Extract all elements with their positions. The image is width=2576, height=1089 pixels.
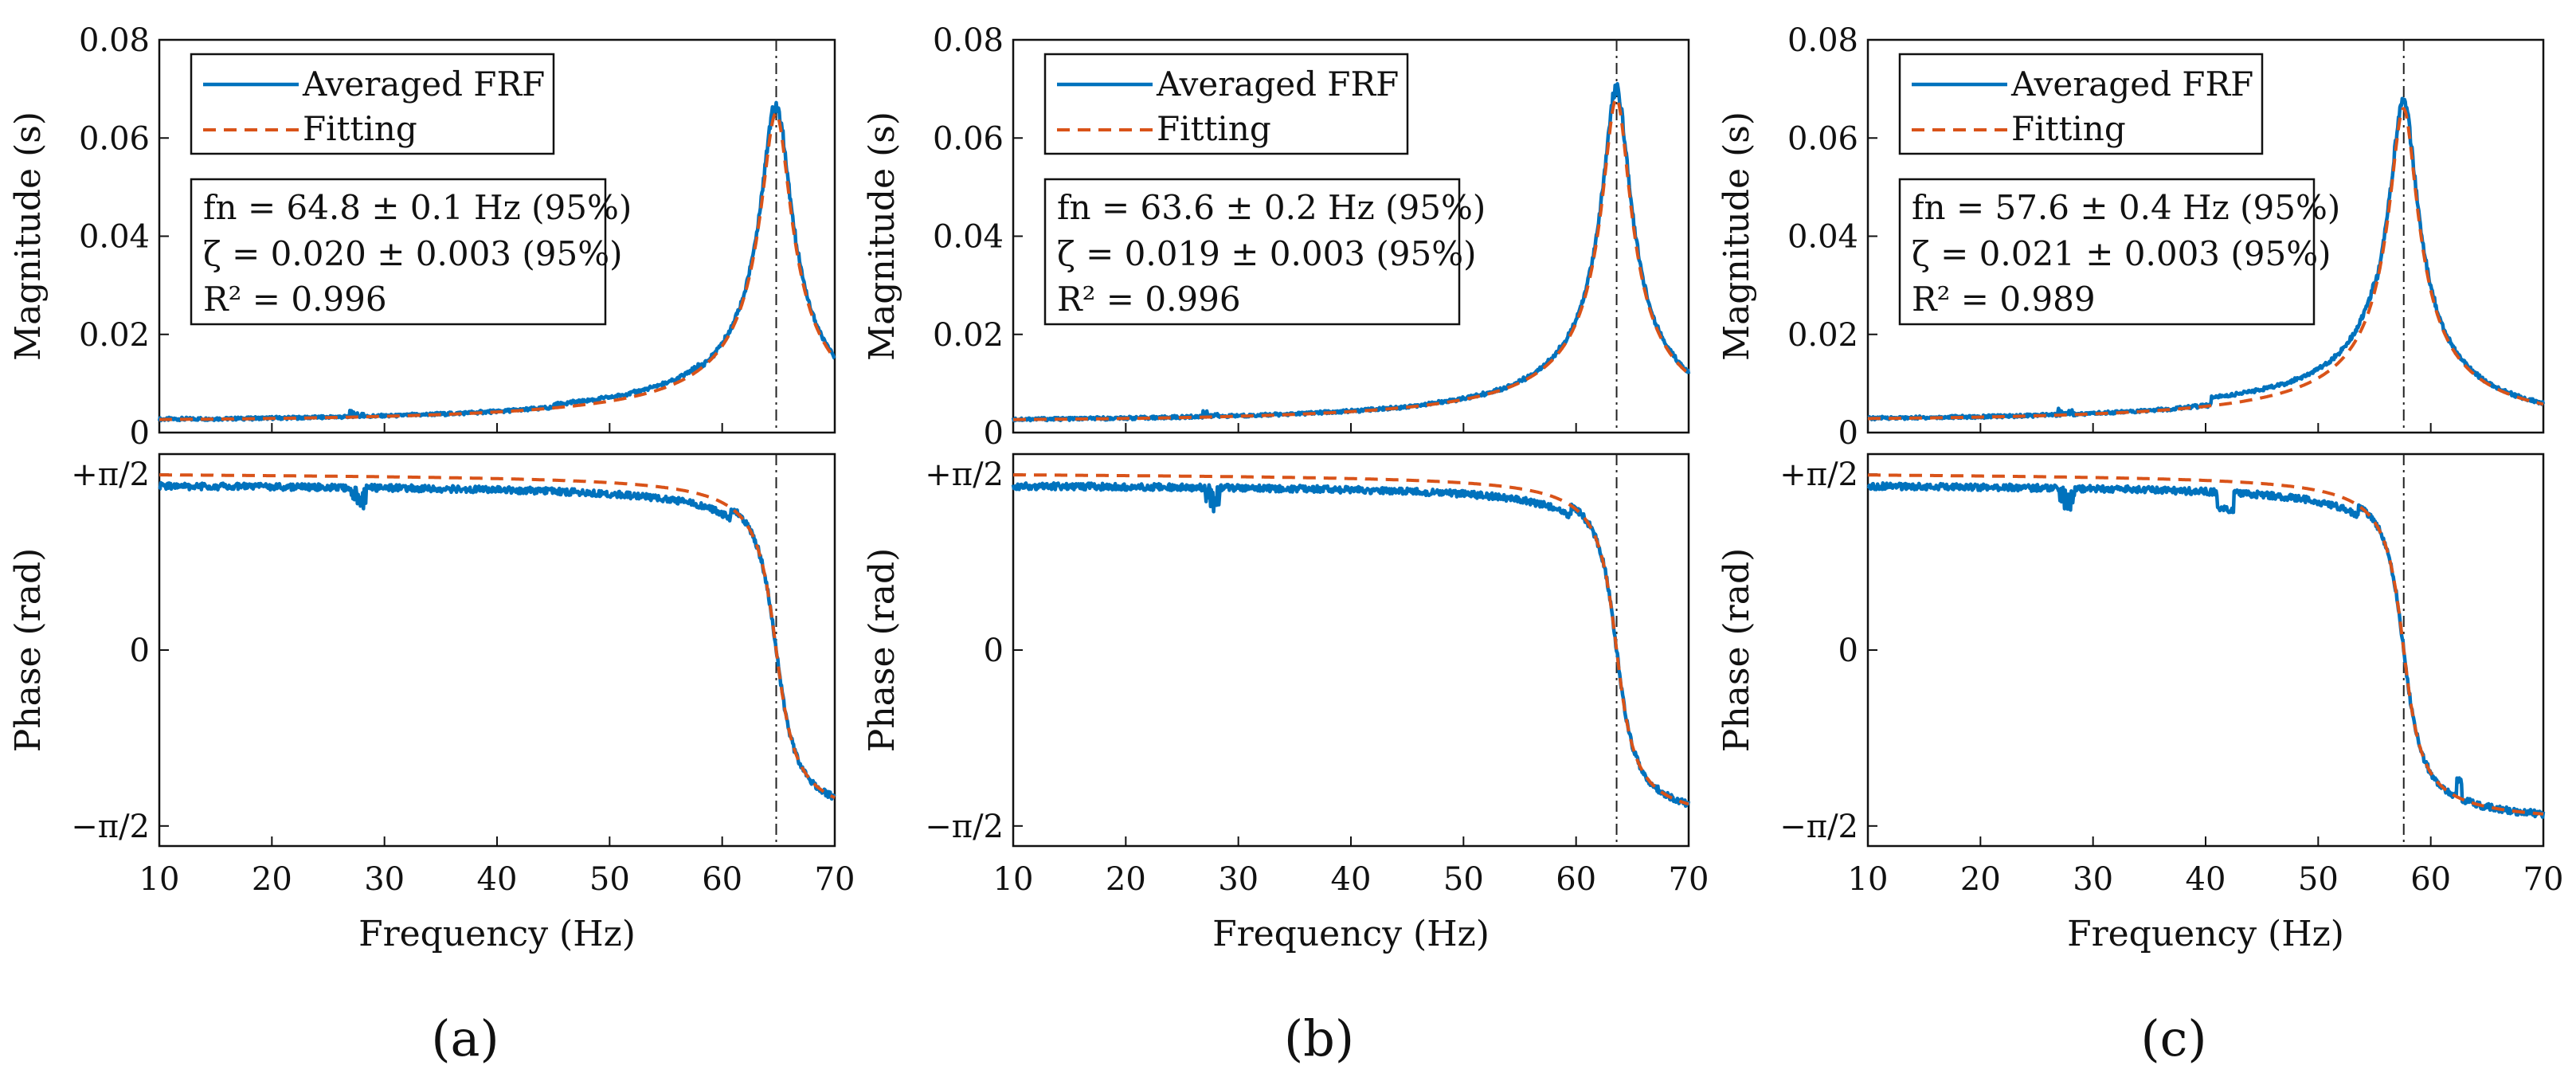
magnitude-ylabel: Magnitude (s) bbox=[8, 112, 49, 361]
phase-tick-label: 0 bbox=[130, 633, 150, 669]
x-tick-label: 70 bbox=[815, 861, 855, 898]
x-tick-label: 10 bbox=[1848, 861, 1889, 898]
magnitude-tick-label: 0.04 bbox=[1787, 219, 1858, 256]
annotation-damping-ratio: ζ = 0.021 ± 0.003 (95%) bbox=[1912, 234, 2331, 273]
magnitude-ylabel: Magnitude (s) bbox=[862, 112, 902, 361]
annotation-damping-ratio: ζ = 0.020 ± 0.003 (95%) bbox=[203, 234, 623, 273]
x-tick-label: 60 bbox=[702, 861, 742, 898]
phase-series-averaged-frf bbox=[158, 480, 836, 801]
magnitude-tick-label: 0 bbox=[1838, 415, 1858, 452]
x-tick-label: 60 bbox=[1556, 861, 1596, 898]
magnitude-tick-label: 0.08 bbox=[79, 22, 150, 59]
magnitude-series-fitting bbox=[159, 112, 836, 421]
magnitude-tick-label: 0.02 bbox=[933, 317, 1004, 354]
annotation-box bbox=[190, 178, 607, 326]
magnitude-tick-label: 0 bbox=[984, 415, 1004, 452]
x-tick-label: 70 bbox=[2523, 861, 2564, 898]
magnitude-tick-label: 0 bbox=[130, 415, 150, 452]
x-tick-label: 50 bbox=[1443, 861, 1484, 898]
phase-ylabel: Phase (rad) bbox=[8, 548, 49, 753]
magnitude-tick-label: 0.08 bbox=[1787, 22, 1858, 59]
frequency-xlabel: Frequency (Hz) bbox=[2067, 914, 2344, 954]
legend-label-fitting: Fitting bbox=[2011, 109, 2126, 148]
legend-label-averaged-frf: Averaged FRF bbox=[1156, 65, 1399, 104]
magnitude-tick-label: 0.06 bbox=[1787, 120, 1858, 157]
phase-tick-label: −π/2 bbox=[1779, 809, 1858, 845]
panel-label: (a) bbox=[431, 1009, 499, 1067]
x-tick-label: 10 bbox=[139, 861, 180, 898]
phase-series-fitting bbox=[159, 473, 836, 800]
phase-tick-label: +π/2 bbox=[71, 456, 150, 493]
phase-ylabel: Phase (rad) bbox=[1717, 548, 1757, 753]
legend-label-fitting: Fitting bbox=[1157, 109, 1271, 148]
annotation-damping-ratio: ζ = 0.019 ± 0.003 (95%) bbox=[1057, 234, 1477, 273]
magnitude-tick-label: 0.02 bbox=[79, 317, 150, 354]
magnitude-tick-label: 0.06 bbox=[79, 120, 150, 157]
x-tick-label: 20 bbox=[252, 861, 292, 898]
phase-axes-b bbox=[1012, 452, 1690, 848]
panel-label: (b) bbox=[1284, 1009, 1354, 1067]
x-tick-label: 30 bbox=[1218, 861, 1259, 898]
magnitude-series-fitting bbox=[1868, 107, 2544, 421]
x-tick-label: 20 bbox=[1106, 861, 1146, 898]
phase-tick-label: 0 bbox=[1838, 633, 1858, 669]
magnitude-tick-label: 0.04 bbox=[79, 219, 150, 256]
legend-box bbox=[1898, 53, 2264, 155]
magnitude-tick-label: 0.06 bbox=[933, 120, 1004, 157]
magnitude-tick-label: 0.02 bbox=[1787, 317, 1858, 354]
panel-label: (c) bbox=[2140, 1009, 2206, 1067]
x-tick-label: 30 bbox=[2073, 861, 2113, 898]
x-tick-label: 20 bbox=[1960, 861, 2001, 898]
legend-box bbox=[190, 53, 555, 155]
phase-ylabel: Phase (rad) bbox=[862, 548, 902, 753]
annotation-box bbox=[1898, 178, 2316, 326]
phase-series-fitting bbox=[1013, 473, 1689, 806]
annotation-natural-frequency: fn = 57.6 ± 0.4 Hz (95%) bbox=[1912, 188, 2340, 227]
x-tick-label: 30 bbox=[364, 861, 405, 898]
x-tick-label: 50 bbox=[589, 861, 630, 898]
x-tick-label: 50 bbox=[2298, 861, 2339, 898]
phase-tick-label: +π/2 bbox=[925, 456, 1004, 493]
phase-tick-label: 0 bbox=[984, 633, 1004, 669]
phase-series-averaged-frf bbox=[1011, 481, 1691, 809]
legend-label-averaged-frf: Averaged FRF bbox=[2010, 65, 2253, 104]
phase-series-averaged-frf bbox=[1866, 481, 2546, 820]
frequency-xlabel: Frequency (Hz) bbox=[358, 914, 636, 954]
x-tick-label: 40 bbox=[477, 861, 518, 898]
x-tick-label: 60 bbox=[2410, 861, 2451, 898]
magnitude-tick-label: 0.04 bbox=[933, 219, 1004, 256]
annotation-box bbox=[1043, 178, 1461, 326]
x-tick-label: 70 bbox=[1669, 861, 1709, 898]
annotation-r-squared: R² = 0.996 bbox=[203, 280, 387, 319]
magnitude-series-fitting bbox=[1013, 96, 1690, 421]
annotation-natural-frequency: fn = 64.8 ± 0.1 Hz (95%) bbox=[203, 188, 632, 227]
annotation-r-squared: R² = 0.989 bbox=[1912, 280, 2096, 319]
magnitude-ylabel: Magnitude (s) bbox=[1717, 112, 1757, 361]
legend-label-averaged-frf: Averaged FRF bbox=[302, 65, 545, 104]
legend-label-fitting: Fitting bbox=[303, 109, 417, 148]
phase-series-fitting bbox=[1867, 473, 2544, 816]
phase-tick-label: −π/2 bbox=[71, 809, 150, 845]
annotation-r-squared: R² = 0.996 bbox=[1057, 280, 1241, 319]
magnitude-tick-label: 0.08 bbox=[933, 22, 1004, 59]
phase-tick-label: −π/2 bbox=[925, 809, 1004, 845]
x-tick-label: 10 bbox=[993, 861, 1034, 898]
phase-tick-label: +π/2 bbox=[1779, 456, 1858, 493]
frequency-xlabel: Frequency (Hz) bbox=[1212, 914, 1490, 954]
x-tick-label: 40 bbox=[1331, 861, 1372, 898]
annotation-natural-frequency: fn = 63.6 ± 0.2 Hz (95%) bbox=[1057, 188, 1486, 227]
legend-box bbox=[1043, 53, 1409, 155]
x-tick-label: 40 bbox=[2186, 861, 2226, 898]
